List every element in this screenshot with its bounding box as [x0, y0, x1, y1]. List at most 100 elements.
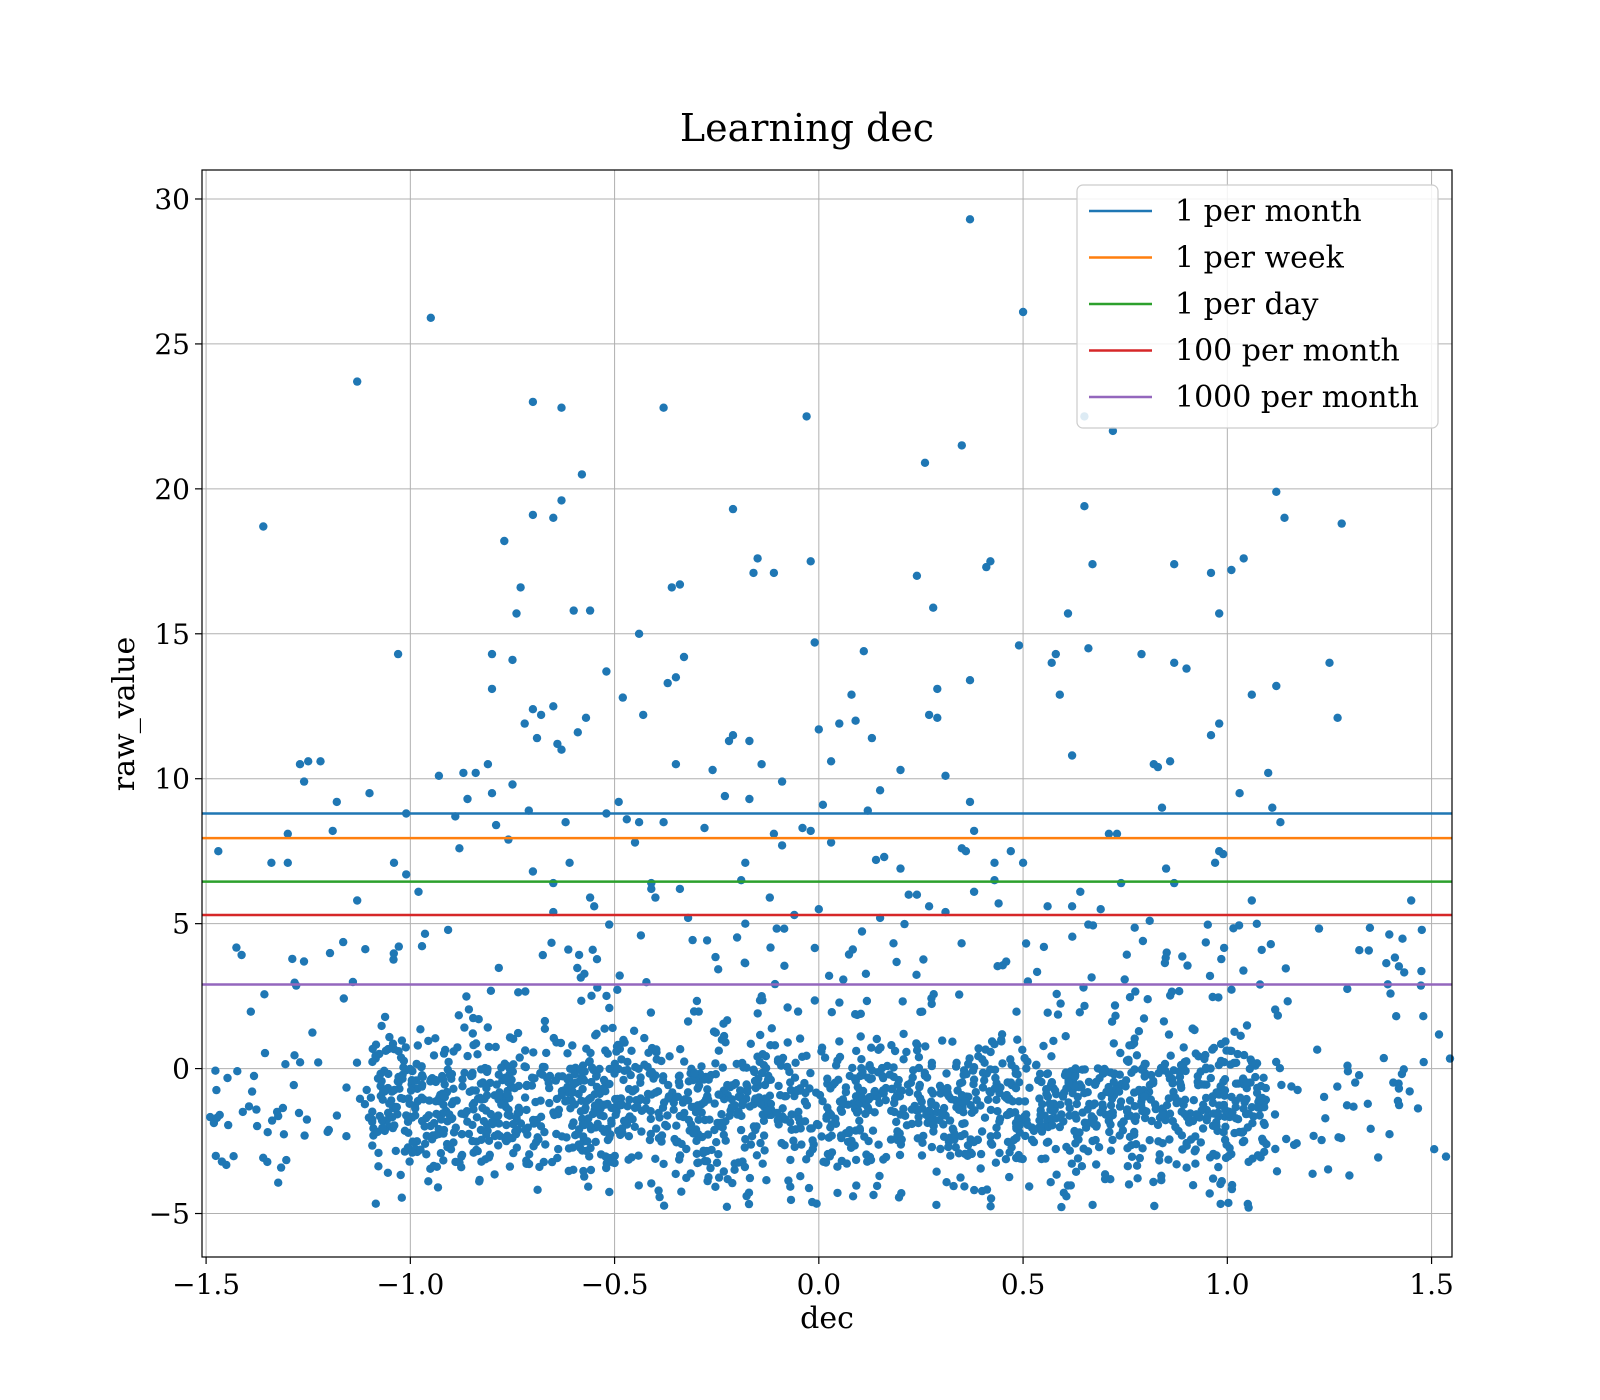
data-point	[458, 1082, 467, 1091]
data-point	[1282, 1134, 1291, 1144]
data-point	[693, 1084, 702, 1093]
data-point	[744, 1188, 754, 1197]
data-point	[1394, 1084, 1404, 1093]
data-point	[252, 1105, 261, 1114]
data-point	[833, 1188, 842, 1198]
data-point	[1182, 1163, 1191, 1172]
data-point	[1231, 1079, 1241, 1088]
data-point	[584, 1114, 593, 1123]
data-point	[418, 1080, 427, 1090]
data-point	[1121, 1076, 1131, 1085]
data-point	[299, 777, 309, 786]
data-point	[736, 1086, 745, 1095]
data-point	[1149, 1177, 1158, 1187]
data-point	[1170, 560, 1179, 569]
data-point	[455, 844, 464, 853]
data-point	[392, 1102, 401, 1112]
data-point	[1014, 1097, 1024, 1106]
data-point	[1342, 1101, 1352, 1110]
data-point	[509, 1148, 518, 1158]
data-point	[1111, 1011, 1120, 1020]
data-point	[610, 1158, 619, 1168]
data-point	[451, 1123, 460, 1132]
data-point	[1071, 1167, 1081, 1177]
data-point	[1172, 1160, 1181, 1169]
data-point	[1020, 1053, 1029, 1063]
data-point	[469, 1013, 478, 1023]
data-point	[766, 1099, 776, 1109]
data-point	[757, 760, 766, 769]
data-point	[879, 1073, 888, 1083]
data-point	[1251, 1072, 1260, 1082]
data-point	[1224, 1198, 1233, 1208]
data-point	[538, 950, 547, 960]
data-point	[719, 1031, 729, 1041]
data-point	[929, 1127, 938, 1136]
data-point	[927, 1099, 936, 1109]
data-point	[909, 1066, 918, 1075]
data-point	[1260, 1147, 1269, 1157]
data-point	[692, 996, 702, 1006]
data-point	[651, 1088, 660, 1097]
data-point	[1343, 1061, 1352, 1070]
data-point	[933, 713, 942, 722]
data-point	[796, 1172, 805, 1181]
data-point	[848, 1192, 858, 1201]
data-point	[573, 728, 582, 737]
data-point	[643, 1089, 653, 1099]
data-point	[1201, 1065, 1211, 1074]
data-point	[714, 1150, 723, 1159]
data-point	[920, 1068, 929, 1078]
data-point	[773, 1116, 783, 1125]
data-point	[601, 1152, 610, 1161]
data-point	[605, 1003, 614, 1013]
data-point	[895, 1150, 905, 1160]
data-point	[1130, 1130, 1139, 1139]
data-point	[531, 1097, 540, 1107]
data-point	[712, 1138, 721, 1147]
data-point	[238, 1107, 247, 1117]
data-point	[468, 1029, 477, 1038]
data-point	[1413, 1104, 1423, 1113]
data-point	[586, 1165, 596, 1175]
data-point	[794, 1107, 803, 1117]
data-point	[538, 1070, 547, 1079]
data-point	[487, 649, 497, 659]
data-point	[387, 1096, 396, 1105]
data-point	[872, 1034, 881, 1044]
data-point	[564, 1144, 574, 1153]
data-point	[1182, 664, 1191, 673]
data-point	[1002, 957, 1011, 966]
data-point	[449, 1084, 458, 1094]
data-point	[818, 800, 828, 809]
data-point	[405, 1064, 415, 1074]
data-point	[1130, 1102, 1139, 1111]
data-point	[617, 1100, 626, 1110]
data-point	[969, 1063, 979, 1072]
data-point	[439, 1049, 449, 1058]
data-point	[512, 1125, 522, 1135]
x-tick-label: −1.0	[376, 1268, 444, 1301]
data-point	[1125, 1096, 1135, 1105]
data-point	[1365, 923, 1375, 932]
data-point	[619, 1035, 628, 1045]
data-point	[652, 1045, 661, 1054]
data-point	[1239, 1050, 1249, 1060]
data-point	[1158, 1110, 1167, 1119]
data-point	[1025, 1182, 1034, 1191]
data-point	[314, 1058, 323, 1067]
data-point	[828, 1080, 838, 1090]
data-point	[1130, 1065, 1139, 1074]
data-point	[927, 1142, 937, 1152]
data-point	[998, 1059, 1007, 1068]
data-point	[1052, 1170, 1061, 1179]
data-point	[1177, 1131, 1187, 1140]
data-point	[776, 1091, 785, 1100]
data-point	[1127, 1152, 1137, 1162]
data-point	[429, 1161, 438, 1171]
data-point	[533, 1185, 542, 1195]
data-point	[921, 1042, 930, 1051]
data-point	[703, 1085, 712, 1094]
data-point	[1351, 1078, 1360, 1087]
data-point	[1062, 1142, 1071, 1152]
